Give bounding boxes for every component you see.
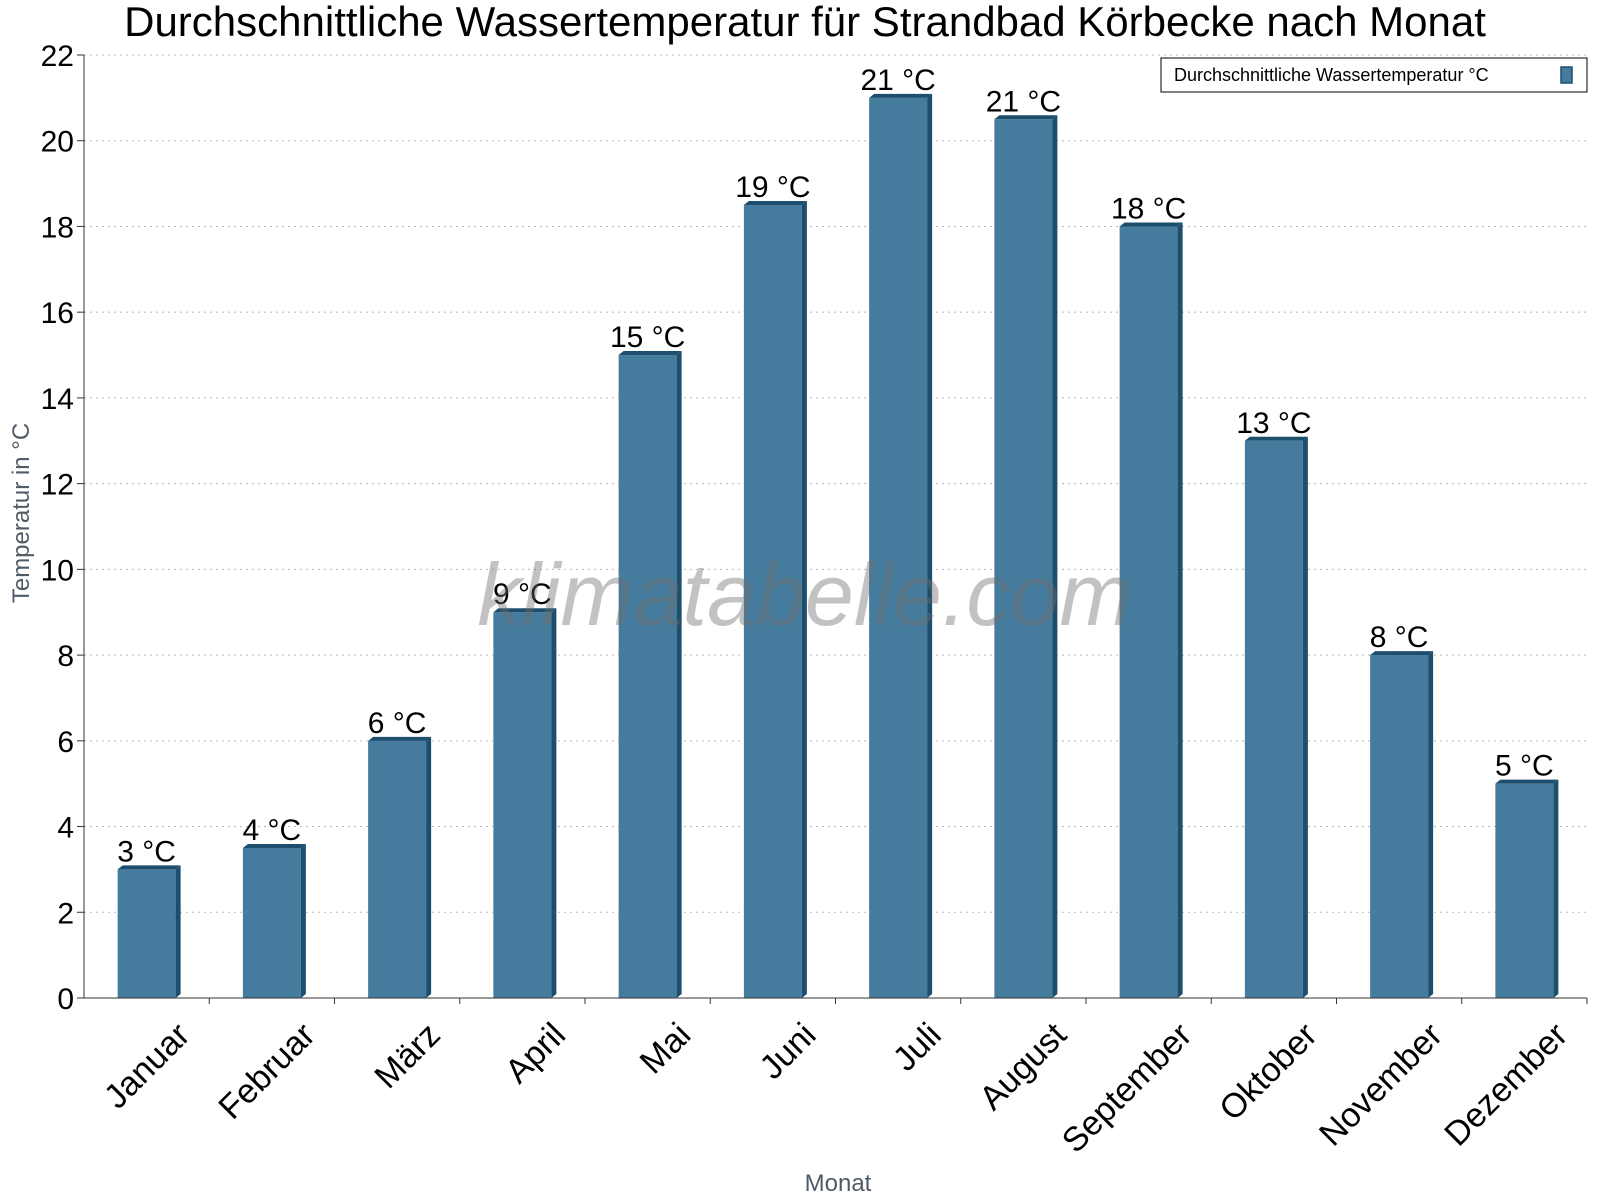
bar-november <box>1370 651 1434 998</box>
bar-top <box>242 843 306 848</box>
y-tick-label: 22 <box>41 40 74 73</box>
y-tick-label: 6 <box>57 726 74 759</box>
data-label: 13 °C <box>1236 407 1311 440</box>
y-tick-label: 4 <box>57 812 74 845</box>
bar-side <box>175 865 181 998</box>
x-tick-label: Oktober <box>1212 1016 1324 1128</box>
chart-title: Durchschnittliche Wassertemperatur für S… <box>124 0 1486 45</box>
bar-side <box>551 608 557 998</box>
bar-front <box>493 612 552 998</box>
bar-top <box>743 201 807 206</box>
bar-top <box>618 351 682 356</box>
legend-swatch <box>1560 66 1573 84</box>
watermark: klimatabelle.com <box>477 545 1132 644</box>
x-tick-label: November <box>1312 1016 1450 1154</box>
data-label: 5 °C <box>1495 750 1554 783</box>
bar-top <box>1370 651 1434 656</box>
y-tick-label: 18 <box>41 211 74 244</box>
bar-top <box>493 608 557 613</box>
bar-februar <box>242 843 306 998</box>
bar-front <box>618 355 677 999</box>
bar-front <box>368 740 427 998</box>
bar-front <box>743 205 802 999</box>
data-label: 6 °C <box>368 707 427 740</box>
bar-top <box>869 93 933 98</box>
legend: Durchschnittliche Wassertemperatur °C <box>1160 57 1588 93</box>
y-tick-label: 2 <box>57 897 74 930</box>
data-label: 21 °C <box>860 64 935 97</box>
legend-box <box>1160 57 1588 93</box>
bar-front <box>1370 655 1429 998</box>
bar-front <box>242 847 301 998</box>
data-label: 18 °C <box>1111 192 1186 225</box>
x-tick-label: April <box>498 1016 573 1091</box>
data-labels: 3 °C 4 °C 6 °C 9 °C 15 °C 19 °C 21 °C 21 °C 18 °… <box>117 64 1553 869</box>
bars <box>117 93 1559 999</box>
data-label: 19 °C <box>735 171 810 204</box>
bar-side <box>1553 779 1559 998</box>
bar-juni <box>743 201 807 999</box>
bar-side <box>300 843 306 998</box>
data-label: 3 °C <box>117 835 176 868</box>
bar-top <box>1244 436 1308 441</box>
x-tick-label: Mai <box>633 1016 699 1082</box>
bar-oktober <box>1244 436 1308 999</box>
bar-front <box>994 119 1053 998</box>
bar-front <box>869 97 928 998</box>
bar-side <box>1177 222 1183 999</box>
bar-top <box>994 115 1058 120</box>
bar-front <box>117 869 176 998</box>
bar-side <box>927 93 933 998</box>
data-label: 4 °C <box>243 814 302 847</box>
y-tick-label: 12 <box>41 469 74 502</box>
bar-front <box>1244 440 1303 999</box>
x-tick-label: Juli <box>886 1016 949 1079</box>
x-tick-label: August <box>972 1015 1074 1117</box>
bar-märz <box>368 736 432 998</box>
bar-top <box>1495 779 1559 784</box>
y-tick-label: 10 <box>41 554 74 587</box>
bar-front <box>1119 226 1178 999</box>
bar-side <box>1302 436 1308 999</box>
bar-side <box>676 351 682 999</box>
bar-mai <box>618 351 682 999</box>
data-label: 9 °C <box>493 578 552 611</box>
y-tick-label: 14 <box>41 383 74 416</box>
y-tick-label: 16 <box>41 297 74 330</box>
bar-top <box>117 865 181 870</box>
y-axis-title: Temperatur in °C <box>8 423 35 603</box>
bar-juli <box>869 93 933 998</box>
bar-september <box>1119 222 1183 999</box>
legend-label: Durchschnittliche Wassertemperatur °C <box>1174 65 1489 85</box>
bar-top <box>1119 222 1183 227</box>
bar-side <box>1052 115 1058 998</box>
x-tick-label: Juni <box>753 1016 824 1087</box>
x-axis-title: Monat <box>805 1170 872 1197</box>
data-label: 15 °C <box>610 321 685 354</box>
bar-front <box>1495 783 1554 998</box>
x-tick-label: Dezember <box>1437 1016 1575 1154</box>
data-label: 8 °C <box>1370 621 1429 654</box>
grid-lines <box>84 54 1587 913</box>
bar-side <box>801 201 807 999</box>
y-tick-label: 20 <box>41 126 74 159</box>
x-tick-label: März <box>367 1016 447 1096</box>
x-tick-label: September <box>1055 1016 1199 1160</box>
bar-side <box>426 736 432 998</box>
bar-august <box>994 115 1058 998</box>
bar-april <box>493 608 557 998</box>
bar-side <box>1428 651 1434 998</box>
x-tick-label: Januar <box>97 1016 197 1116</box>
x-tick-label: Februar <box>211 1016 322 1127</box>
bar-januar <box>117 865 181 998</box>
data-label: 21 °C <box>986 85 1061 118</box>
y-tick-label: 8 <box>57 640 74 673</box>
bar-top <box>368 736 432 741</box>
bar-dezember <box>1495 779 1559 998</box>
y-tick-label: 0 <box>57 983 74 1016</box>
